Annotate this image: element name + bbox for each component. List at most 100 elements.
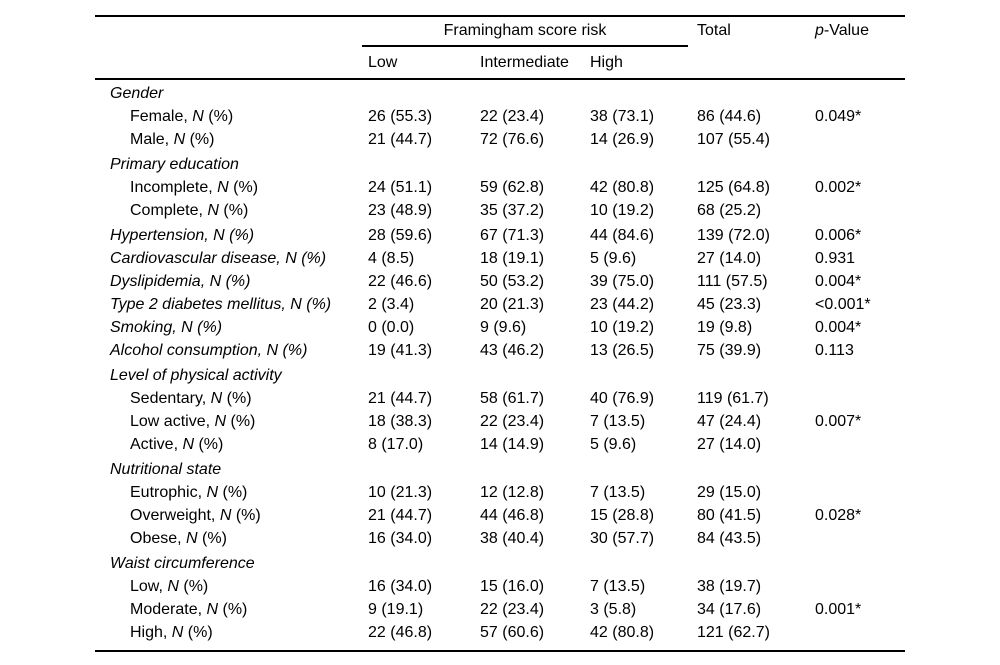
framingham-risk-table: Framingham score risk Total p-Value Low … — [95, 15, 905, 652]
row-label: Level of physical activity — [95, 364, 368, 387]
cell-pvalue — [815, 552, 905, 575]
table-body: Gender Female, N (%) 26 (55.3) 22 (23.4)… — [95, 80, 905, 644]
row-label-text: Female, — [130, 108, 193, 125]
cell-pvalue: <0.001* — [815, 296, 871, 313]
cell-high — [590, 458, 697, 481]
cell-total: 86 (44.6) — [697, 108, 762, 125]
column-header-low: Low — [368, 54, 398, 71]
cell-total: 119 (61.7) — [697, 390, 769, 407]
cell-high: 3 (5.8) — [590, 601, 637, 618]
cell-pvalue: 0.004* — [815, 319, 862, 336]
table-row: Male, N (%) 21 (44.7) 72 (76.6) 14 (26.9… — [95, 128, 905, 151]
row-label-text: Obese, — [130, 530, 187, 547]
row-label-percent: (%) — [222, 390, 252, 407]
cell-intermediate: 22 (23.4) — [480, 413, 545, 430]
table-row: Smoking, N (%) 0 (0.0) 9 (9.6) 10 (19.2)… — [95, 316, 905, 339]
cell-pvalue — [815, 575, 905, 598]
table-row: Sedentary, N (%) 21 (44.7) 58 (61.7) 40 … — [95, 387, 905, 410]
row-label-text: Hypertension, — [110, 227, 214, 244]
table-row: Type 2 diabetes mellitus, N (%) 2 (3.4) … — [95, 293, 905, 316]
cell-high: 7 (13.5) — [590, 484, 646, 501]
row-label-text: Low, — [130, 578, 168, 595]
cell-pvalue: 0.113 — [815, 342, 854, 359]
cell-pvalue — [815, 433, 905, 456]
row-label-percent: (%) — [185, 131, 215, 148]
cell-high: 14 (26.9) — [590, 131, 655, 148]
cell-pvalue: 0.006* — [815, 227, 862, 244]
cell-intermediate: 59 (62.8) — [480, 179, 545, 196]
row-label: Primary education — [95, 153, 368, 176]
cell-low: 4 (8.5) — [368, 250, 415, 267]
cell-high: 5 (9.6) — [590, 250, 637, 267]
row-label: Smoking, N (%) — [95, 316, 368, 339]
row-label: Complete, N (%) — [95, 199, 368, 222]
cell-high: 10 (19.2) — [590, 319, 655, 336]
group-header-underline — [362, 45, 688, 47]
cell-total — [697, 364, 815, 387]
cell-intermediate: 12 (12.8) — [480, 484, 545, 501]
cell-low: 21 (44.7) — [368, 131, 433, 148]
cell-total — [697, 82, 815, 105]
row-label: Alcohol consumption, N (%) — [95, 339, 368, 362]
table-row: Waist circumference — [95, 550, 905, 575]
cell-intermediate — [480, 364, 590, 387]
cell-pvalue — [815, 199, 905, 222]
row-label: Type 2 diabetes mellitus, N (%) — [95, 293, 368, 316]
cell-total: 121 (62.7) — [697, 624, 770, 641]
row-label-percent: (%) — [296, 250, 327, 267]
cell-high: 30 (57.7) — [590, 530, 655, 547]
pvalue-italic-p: p — [815, 22, 824, 39]
row-label: Obese, N (%) — [95, 527, 368, 550]
table-row: Low, N (%) 16 (34.0) 15 (16.0) 7 (13.5) … — [95, 575, 905, 598]
table-row: Active, N (%) 8 (17.0) 14 (14.9) 5 (9.6)… — [95, 433, 905, 456]
header-spacer — [95, 47, 368, 78]
cell-pvalue — [815, 82, 905, 105]
cell-intermediate: 18 (19.1) — [480, 250, 545, 267]
cell-high: 13 (26.5) — [590, 342, 655, 359]
cell-pvalue — [815, 621, 905, 644]
cell-total: 38 (19.7) — [697, 578, 762, 595]
table-row: Eutrophic, N (%) 10 (21.3) 12 (12.8) 7 (… — [95, 481, 905, 504]
row-label-text: Sedentary, — [130, 390, 211, 407]
cell-intermediate: 22 (23.4) — [480, 601, 545, 618]
cell-intermediate: 14 (14.9) — [480, 436, 545, 453]
cell-low: 22 (46.8) — [368, 624, 433, 641]
row-label-percent: (%) — [224, 227, 255, 244]
row-label-text: Nutritional state — [110, 461, 222, 478]
table-bottom-rule — [95, 650, 905, 652]
row-label-n: N — [207, 202, 219, 219]
row-label-n: N — [214, 413, 227, 430]
row-label: Incomplete, N (%) — [95, 176, 368, 199]
pvalue-rest: -Value — [823, 22, 869, 39]
cell-intermediate — [480, 458, 590, 481]
cell-high — [590, 552, 697, 575]
row-label-percent: (%) — [231, 507, 261, 524]
table-row: Hypertension, N (%) 28 (59.6) 67 (71.3) … — [95, 222, 905, 247]
cell-intermediate: 38 (40.4) — [480, 530, 545, 547]
cell-pvalue — [815, 364, 905, 387]
table-row: Level of physical activity — [95, 362, 905, 387]
cell-intermediate: 67 (71.3) — [480, 227, 545, 244]
row-label-percent: (%) — [226, 413, 256, 430]
row-label-text: Dyslipidemia, — [110, 273, 210, 290]
row-label-n: N — [213, 227, 225, 244]
cell-intermediate: 72 (76.6) — [480, 131, 545, 148]
cell-intermediate: 58 (61.7) — [480, 390, 545, 407]
row-label-text: Overweight, — [130, 507, 220, 524]
cell-pvalue — [815, 153, 905, 176]
cell-low: 19 (41.3) — [368, 342, 433, 359]
table-row: Low active, N (%) 18 (38.3) 22 (23.4) 7 … — [95, 410, 905, 433]
cell-total: 80 (41.5) — [697, 507, 762, 524]
row-label-percent: (%) — [228, 179, 259, 196]
row-label-text: Cardiovascular disease, — [110, 250, 286, 267]
cell-total: 139 (72.0) — [697, 227, 770, 244]
row-label-n: N — [181, 319, 193, 336]
cell-total — [697, 153, 815, 176]
row-label: Eutrophic, N (%) — [95, 481, 368, 504]
cell-pvalue: 0.001* — [815, 601, 862, 618]
cell-total: 27 (14.0) — [697, 250, 762, 267]
cell-high: 5 (9.6) — [590, 436, 637, 453]
cell-total: 107 (55.4) — [697, 131, 770, 148]
cell-intermediate: 9 (9.6) — [480, 319, 527, 336]
cell-total: 84 (43.5) — [697, 530, 762, 547]
